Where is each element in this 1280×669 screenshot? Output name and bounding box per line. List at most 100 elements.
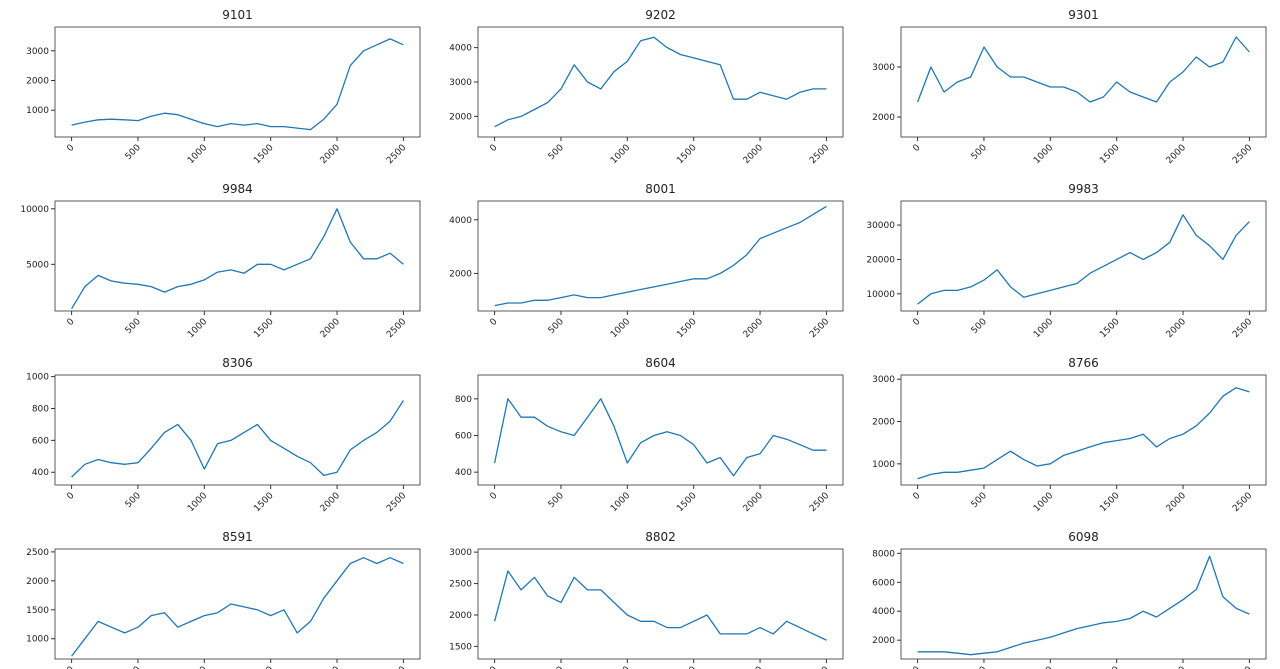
x-tick-label: 0 bbox=[911, 317, 922, 328]
y-tick-label: 4000 bbox=[449, 44, 472, 54]
x-tick-label: 1500 bbox=[252, 143, 275, 166]
x-tick-label: 1500 bbox=[1098, 665, 1121, 669]
x-tick-label: 0 bbox=[65, 317, 76, 328]
x-tick-label: 1000 bbox=[609, 317, 632, 340]
x-tick-label: 2000 bbox=[1165, 665, 1188, 669]
x-tick-label: 2500 bbox=[1231, 665, 1254, 669]
y-tick-label: 8000 bbox=[872, 549, 895, 559]
x-tick-label: 2500 bbox=[808, 143, 831, 166]
x-tick-label: 2500 bbox=[1231, 143, 1254, 166]
x-tick-label: 2000 bbox=[742, 317, 765, 340]
y-tick-label: 10000 bbox=[20, 205, 49, 215]
y-tick-label: 2000 bbox=[449, 611, 472, 621]
x-tick-label: 1500 bbox=[675, 143, 698, 166]
x-tick-label: 1000 bbox=[186, 143, 209, 166]
plot-frame bbox=[477, 374, 844, 486]
price-line bbox=[494, 36, 827, 128]
x-tick-label: 1000 bbox=[609, 143, 632, 166]
x-tick-label: 2500 bbox=[385, 317, 408, 340]
y-tick-label: 4000 bbox=[449, 216, 472, 226]
x-tick-label: 500 bbox=[970, 491, 989, 510]
x-tick-label: 1500 bbox=[675, 317, 698, 340]
y-tick-label: 2000 bbox=[872, 636, 895, 646]
x-tick-label: 500 bbox=[124, 317, 143, 336]
x-tick-label: 500 bbox=[547, 143, 566, 162]
x-tick-label: 2000 bbox=[319, 143, 342, 166]
plot-frame bbox=[54, 26, 421, 138]
x-tick-label: 1000 bbox=[1032, 317, 1055, 340]
y-tick-label: 3000 bbox=[449, 78, 472, 88]
plot-frame bbox=[54, 200, 421, 312]
x-tick-label: 500 bbox=[124, 665, 143, 669]
y-tick-label: 2000 bbox=[872, 113, 895, 123]
x-tick-label: 1500 bbox=[252, 491, 275, 514]
x-tick-label: 1500 bbox=[252, 665, 275, 669]
chart-title: 8604 bbox=[645, 356, 676, 370]
y-tick-label: 6000 bbox=[872, 578, 895, 588]
x-tick-label: 2000 bbox=[1165, 143, 1188, 166]
x-tick-label: 0 bbox=[488, 665, 499, 669]
x-tick-label: 1500 bbox=[1098, 317, 1121, 340]
x-tick-label: 1000 bbox=[186, 317, 209, 340]
plot-frame bbox=[54, 548, 421, 660]
chart-title: 9984 bbox=[222, 182, 253, 196]
y-tick-label: 1500 bbox=[26, 606, 49, 616]
x-tick-label: 0 bbox=[488, 491, 499, 502]
price-line bbox=[494, 205, 827, 307]
chart-title: 8766 bbox=[1068, 356, 1099, 370]
y-tick-label: 20000 bbox=[866, 255, 895, 265]
x-tick-label: 2000 bbox=[742, 143, 765, 166]
y-tick-label: 800 bbox=[455, 395, 472, 405]
x-tick-label: 1000 bbox=[1032, 665, 1055, 669]
x-tick-label: 1000 bbox=[1032, 143, 1055, 166]
x-tick-label: 2000 bbox=[319, 317, 342, 340]
y-tick-label: 2000 bbox=[449, 112, 472, 122]
x-tick-label: 2000 bbox=[742, 665, 765, 669]
plot-frame bbox=[900, 374, 1267, 486]
x-tick-label: 500 bbox=[547, 665, 566, 669]
price-line bbox=[71, 557, 404, 657]
plot-frame bbox=[900, 548, 1267, 660]
price-line bbox=[71, 208, 404, 310]
plot-frame bbox=[477, 548, 844, 660]
price-line bbox=[493, 570, 827, 641]
chart-title: 9983 bbox=[1068, 182, 1099, 196]
x-tick-label: 500 bbox=[124, 491, 143, 510]
x-tick-label: 2000 bbox=[742, 491, 765, 514]
x-tick-label: 1000 bbox=[1032, 491, 1055, 514]
chart-title: 9101 bbox=[222, 8, 253, 22]
y-tick-label: 3000 bbox=[449, 548, 472, 558]
x-tick-label: 0 bbox=[488, 143, 499, 154]
y-tick-label: 3000 bbox=[872, 375, 895, 385]
y-tick-label: 10000 bbox=[866, 290, 895, 300]
x-tick-label: 1000 bbox=[609, 665, 632, 669]
y-tick-label: 800 bbox=[32, 404, 49, 414]
y-tick-label: 400 bbox=[32, 468, 49, 478]
x-tick-label: 2500 bbox=[385, 665, 408, 669]
x-tick-label: 500 bbox=[547, 491, 566, 510]
x-tick-label: 1500 bbox=[1098, 143, 1121, 166]
x-tick-label: 1500 bbox=[675, 491, 698, 514]
y-tick-label: 1500 bbox=[449, 642, 472, 652]
chart-title: 8001 bbox=[645, 182, 676, 196]
price-line bbox=[917, 387, 1250, 480]
x-tick-label: 2500 bbox=[1231, 491, 1254, 514]
chart-title: 9301 bbox=[1068, 8, 1099, 22]
y-tick-label: 2000 bbox=[449, 269, 472, 279]
x-tick-label: 0 bbox=[65, 665, 76, 669]
y-tick-label: 2000 bbox=[26, 577, 49, 587]
x-tick-label: 1000 bbox=[186, 665, 209, 669]
chart-title: 8306 bbox=[222, 356, 253, 370]
x-tick-label: 1000 bbox=[186, 491, 209, 514]
y-tick-label: 1000 bbox=[872, 460, 895, 470]
x-tick-label: 2000 bbox=[319, 491, 342, 514]
x-tick-label: 500 bbox=[970, 317, 989, 336]
y-tick-label: 2500 bbox=[449, 580, 472, 590]
price-line bbox=[71, 400, 404, 478]
price-line bbox=[916, 36, 1250, 103]
y-tick-label: 4000 bbox=[872, 607, 895, 617]
y-tick-label: 600 bbox=[455, 432, 472, 442]
price-line bbox=[917, 214, 1250, 305]
